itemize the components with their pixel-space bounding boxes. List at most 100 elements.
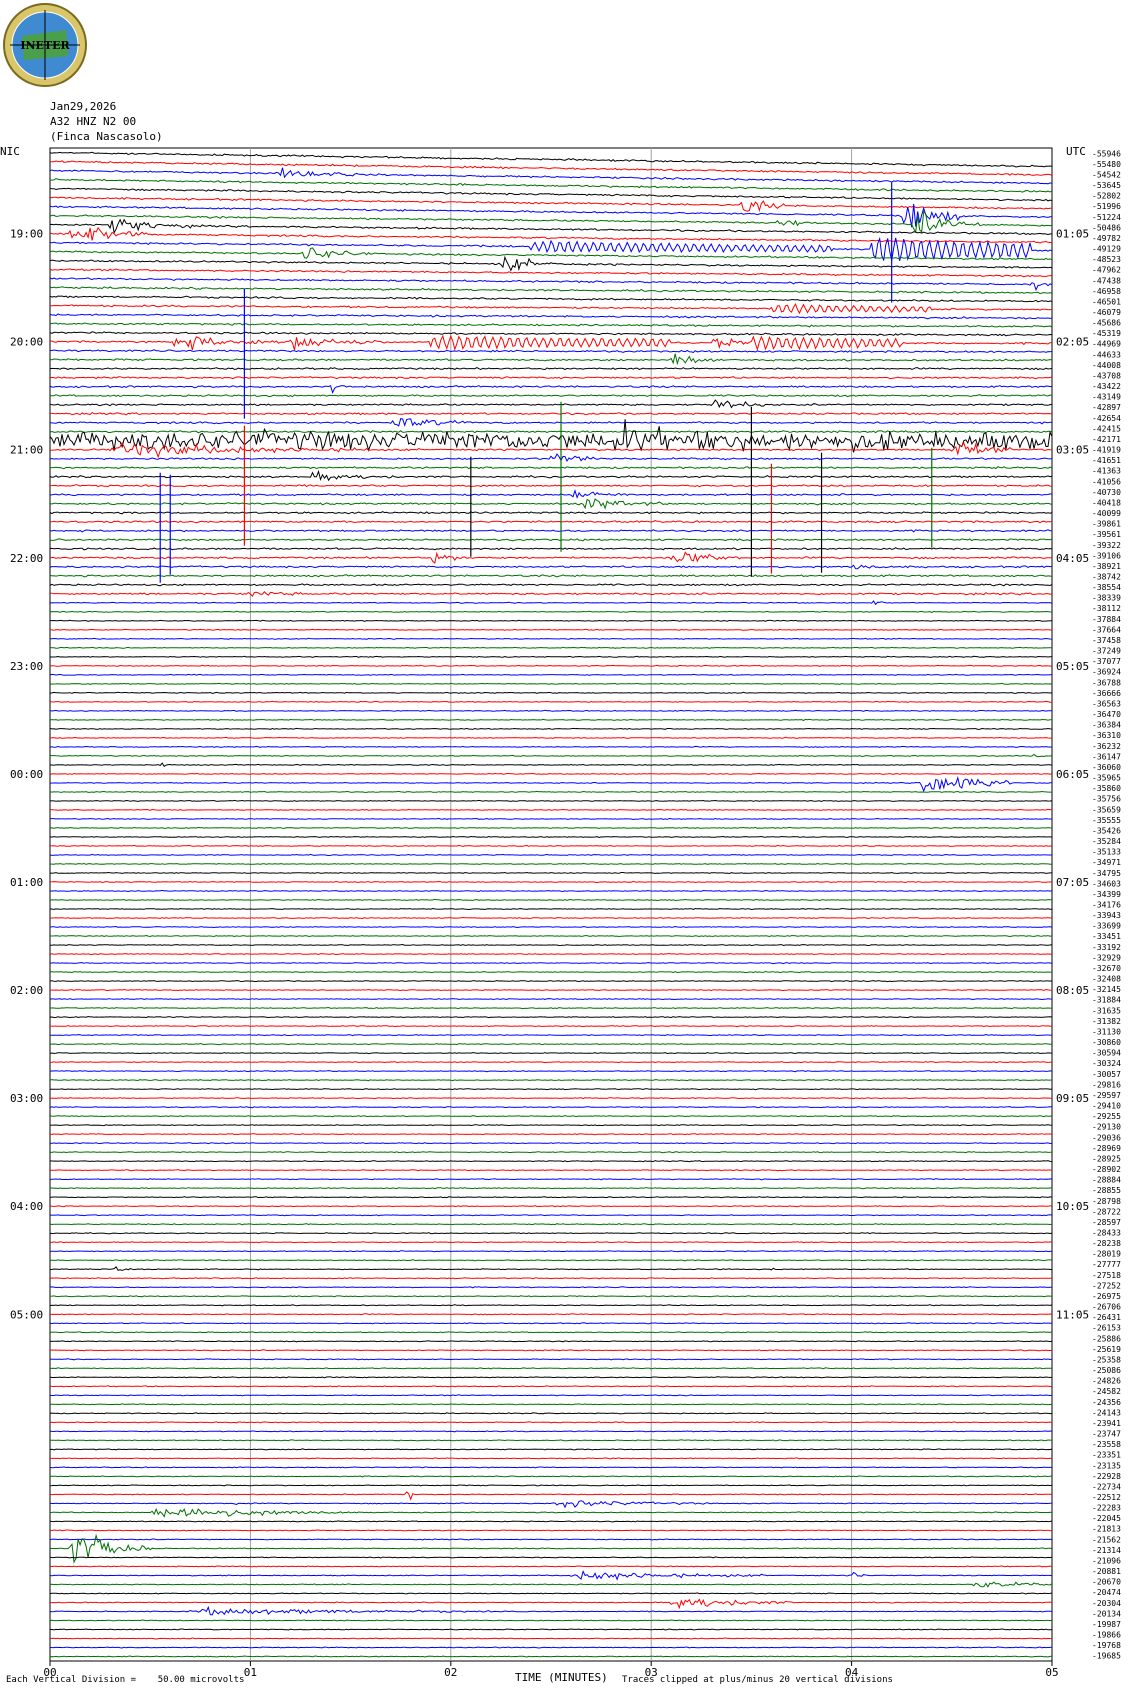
trace-count-label: -22734 [1092, 1482, 1121, 1491]
seismic-trace [49, 1385, 1053, 1388]
left-hour-label: 23:00 [10, 660, 43, 673]
trace-count-label: -32929 [1092, 953, 1121, 962]
trace-count-label: -23941 [1092, 1419, 1121, 1428]
trace-count-label: -43149 [1092, 393, 1121, 402]
seismic-trace [49, 853, 1052, 857]
trace-count-label: -21562 [1092, 1535, 1121, 1544]
seismic-trace [49, 1313, 1053, 1316]
trace-count-label: -30324 [1092, 1059, 1121, 1068]
trace-count-label: -35133 [1092, 848, 1121, 857]
seismic-trace [49, 203, 1052, 228]
seismic-trace [49, 151, 1053, 168]
seismic-trace [49, 286, 1053, 295]
trace-count-label: -36384 [1092, 721, 1121, 730]
seismic-trace [49, 997, 1053, 1001]
trace-count-label: -28902 [1092, 1165, 1121, 1174]
trace-count-label: -46958 [1092, 287, 1121, 296]
trace-count-label: -30860 [1092, 1038, 1121, 1047]
right-hour-label: 05:05 [1056, 660, 1089, 673]
trace-count-label: -26431 [1092, 1313, 1121, 1322]
station-name: (Finca Nascasolo) [50, 130, 163, 143]
plot-frame [49, 147, 1053, 1662]
trace-count-label: -35659 [1092, 805, 1121, 814]
trace-count-label: -28798 [1092, 1197, 1121, 1206]
trace-count-label: -52802 [1092, 192, 1121, 201]
trace-count-label: -31130 [1092, 1027, 1121, 1036]
seismic-trace [49, 889, 1053, 893]
seismic-trace [49, 646, 1053, 649]
seismic-trace [49, 1042, 1053, 1046]
seismic-trace [49, 637, 1053, 640]
seismic-trace [49, 1358, 1053, 1361]
left-timezone: NIC [0, 145, 20, 158]
seismic-trace [49, 1581, 1053, 1588]
trace-count-label: -40099 [1092, 509, 1121, 518]
trace-count-label: -24143 [1092, 1408, 1121, 1417]
seismic-trace [49, 498, 1053, 510]
seismic-trace [49, 1196, 1053, 1199]
seismic-trace [49, 574, 1053, 578]
right-hour-label: 01:05 [1056, 228, 1089, 241]
trace-count-label: -46501 [1092, 297, 1121, 306]
x-tick-label: 01 [244, 1666, 257, 1679]
seismic-trace [50, 1259, 1053, 1262]
trace-count-label: -25619 [1092, 1345, 1121, 1354]
seismic-trace [49, 268, 1053, 278]
seismic-trace [49, 1015, 1053, 1019]
x-tick-label: 02 [444, 1666, 457, 1679]
seismic-trace [50, 970, 1053, 974]
seismic-trace [50, 1033, 1053, 1037]
clip-note: Traces clipped at plus/minus 20 vertical… [622, 1675, 893, 1685]
seismic-trace [49, 718, 1053, 721]
seismic-trace [50, 1628, 1053, 1631]
trace-count-label: -38112 [1092, 604, 1121, 613]
seismic-trace [49, 511, 1053, 515]
trace-count-label: -40730 [1092, 488, 1121, 497]
trace-count-label: -20304 [1092, 1599, 1121, 1608]
trace-count-label: -41919 [1092, 446, 1121, 455]
seismic-trace [49, 880, 1053, 884]
seismic-trace [49, 1412, 1053, 1415]
trace-count-label: -22928 [1092, 1472, 1121, 1481]
trace-count-label: -28855 [1092, 1186, 1121, 1195]
seismic-trace [49, 1178, 1053, 1181]
left-hour-label: 19:00 [10, 228, 43, 241]
trace-count-label: -24582 [1092, 1387, 1121, 1396]
trace-count-label: -44633 [1092, 350, 1121, 359]
seismic-trace [49, 167, 1053, 185]
trace-count-label: -19987 [1092, 1620, 1121, 1629]
seismic-trace [50, 762, 1053, 767]
trace-count-label: -28722 [1092, 1207, 1121, 1216]
seismic-trace [49, 682, 1053, 685]
x-tick-label: 04 [845, 1666, 859, 1679]
seismic-trace [49, 1500, 1052, 1509]
seismic-trace [49, 600, 1053, 606]
right-hour-label: 02:05 [1056, 336, 1089, 349]
trace-count-label: -35555 [1092, 816, 1121, 825]
seismic-trace [49, 1439, 1053, 1442]
seismic-trace [49, 295, 1053, 303]
trace-count-label: -49129 [1092, 245, 1121, 254]
trace-count-label: -28433 [1092, 1228, 1121, 1237]
trace-count-label: -30594 [1092, 1049, 1121, 1058]
seismic-trace [49, 691, 1053, 694]
seismic-trace [49, 1637, 1053, 1640]
seismic-trace [50, 349, 1053, 354]
trace-count-label: -23747 [1092, 1430, 1121, 1439]
trace-count-label: -36232 [1092, 742, 1121, 751]
seismic-trace [49, 489, 1053, 499]
trace-count-label: -32408 [1092, 975, 1121, 984]
seismic-trace [49, 907, 1053, 911]
seismic-trace [50, 844, 1053, 848]
trace-count-label: -28597 [1092, 1218, 1121, 1227]
seismic-trace [49, 187, 1053, 202]
seismic-trace [49, 417, 1053, 427]
left-hour-label: 21:00 [10, 444, 43, 457]
trace-count-label: -35965 [1092, 774, 1121, 783]
trace-count-label: -50486 [1092, 223, 1121, 232]
trace-count-label: -39561 [1092, 530, 1121, 539]
seismic-trace [49, 1556, 1053, 1559]
trace-count-label: -35426 [1092, 826, 1121, 835]
